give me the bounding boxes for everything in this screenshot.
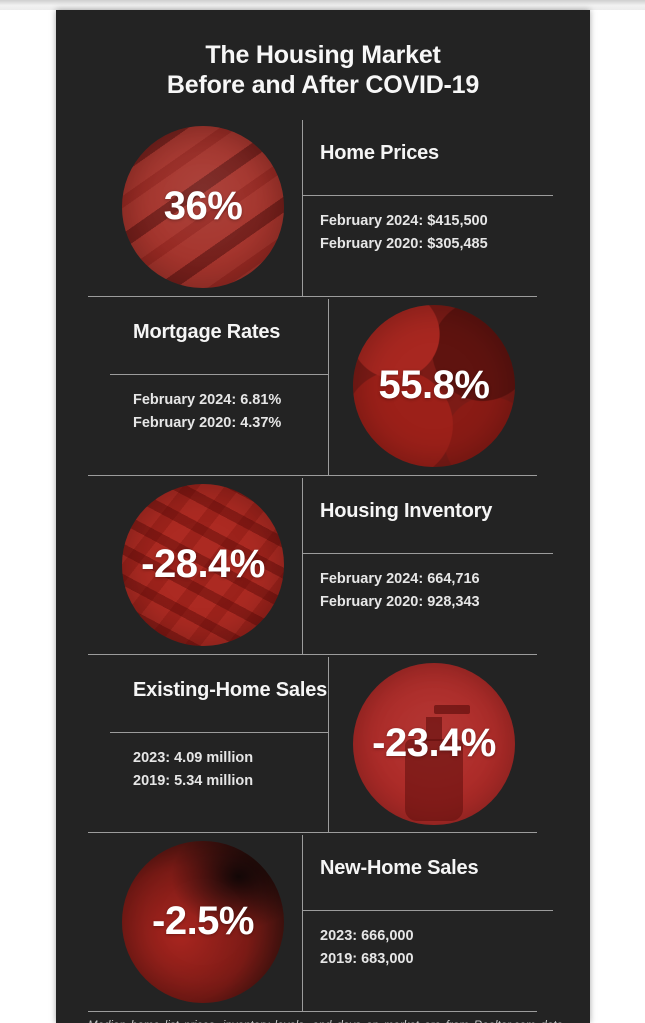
home-prices-heading: Home Prices	[320, 141, 439, 164]
mortgage-rates-stats: February 2024: 6.81% February 2020: 4.37…	[133, 389, 281, 435]
section-divider	[88, 1010, 537, 1012]
housing-inventory-percent: -28.4%	[141, 542, 265, 586]
dollar-bills-photo-circle: 36%	[122, 125, 284, 288]
home-prices-percent: 36%	[163, 184, 243, 228]
heading-rule	[302, 909, 553, 911]
home-prices-textblock: Home Prices February 2024: $415,500 Febr…	[302, 118, 553, 297]
footer: Median home list prices, inventory level…	[56, 1020, 590, 1023]
sanitizer-bottle-shape	[405, 704, 470, 821]
source-footnote: Median home list prices, inventory level…	[88, 1020, 566, 1023]
stat-line: February 2024: 6.81%	[133, 391, 282, 408]
housing-inventory-stats: February 2024: 664,716 February 2020: 92…	[320, 568, 480, 614]
section-divider	[88, 831, 537, 833]
mortgage-rates-textblock: Mortgage Rates February 2024: 6.81% Febr…	[110, 297, 328, 476]
existing-home-sales-stats: 2023: 4.09 million 2019: 5.34 million	[133, 747, 253, 793]
section-divider	[88, 474, 537, 476]
section-existing-home-sales: -23.4% Existing-Home Sales 2023: 4.09 mi…	[56, 655, 590, 833]
virus-cells-photo-circle: 55.8%	[353, 304, 515, 467]
page-top-strip	[0, 0, 645, 10]
housing-inventory-textblock: Housing Inventory February 2024: 664,716…	[302, 476, 553, 655]
vertical-divider	[328, 656, 329, 833]
heading-rule	[110, 373, 328, 375]
existing-home-sales-heading: Existing-Home Sales	[133, 678, 328, 701]
housing-inventory-heading: Housing Inventory	[320, 499, 493, 522]
vertical-divider	[302, 119, 303, 297]
vertical-divider	[328, 298, 329, 476]
new-home-sales-percent: -2.5%	[152, 899, 255, 943]
section-new-home-sales: -2.5% New-Home Sales 2023: 666,000 2019:…	[56, 833, 590, 1012]
home-prices-stats: February 2024: $415,500 February 2020: $…	[320, 210, 488, 256]
section-housing-inventory: -28.4% Housing Inventory February 2024: …	[56, 476, 590, 655]
stat-line: 2023: 666,000	[320, 927, 414, 944]
vertical-divider	[302, 477, 303, 655]
existing-home-sales-textblock: Existing-Home Sales 2023: 4.09 million 2…	[110, 655, 328, 833]
stat-line: February 2024: 664,716	[320, 570, 480, 587]
section-divider	[88, 653, 537, 655]
section-mortgage-rates: 55.8% Mortgage Rates February 2024: 6.81…	[56, 297, 590, 476]
stat-line: February 2024: $415,500	[320, 212, 488, 229]
new-home-sales-heading: New-Home Sales	[320, 856, 479, 879]
stat-line: 2019: 683,000	[320, 950, 414, 967]
mortgage-rates-heading: Mortgage Rates	[133, 320, 281, 343]
heading-rule	[302, 552, 553, 554]
page-title: The Housing Market Before and After COVI…	[56, 27, 590, 101]
ppe-worker-photo-circle: -2.5%	[122, 840, 284, 1003]
vertical-divider	[302, 834, 303, 1012]
stat-line: February 2020: $305,485	[320, 235, 488, 252]
stat-line: February 2020: 928,343	[320, 593, 480, 610]
stat-line: 2023: 4.09 million	[133, 749, 254, 766]
heading-rule	[110, 731, 328, 733]
section-home-prices: 36% Home Prices February 2024: $415,500 …	[56, 118, 590, 297]
title-line-1: The Housing Market	[205, 40, 441, 69]
hand-sanitizer-photo-circle: -23.4%	[353, 662, 515, 825]
new-home-sales-stats: 2023: 666,000 2019: 683,000	[320, 925, 414, 971]
stat-line: 2019: 5.34 million	[133, 772, 254, 789]
face-masks-photo-circle: -28.4%	[122, 483, 284, 646]
title-line-2: Before and After COVID-19	[166, 71, 480, 100]
section-divider	[88, 295, 537, 297]
stat-line: February 2020: 4.37%	[133, 414, 282, 431]
existing-home-sales-percent: -23.4%	[372, 721, 496, 765]
infographic-poster: The Housing Market Before and After COVI…	[56, 10, 590, 1023]
heading-rule	[302, 194, 553, 196]
new-home-sales-textblock: New-Home Sales 2023: 666,000 2019: 683,0…	[302, 833, 553, 1012]
mortgage-rates-percent: 55.8%	[378, 363, 490, 407]
